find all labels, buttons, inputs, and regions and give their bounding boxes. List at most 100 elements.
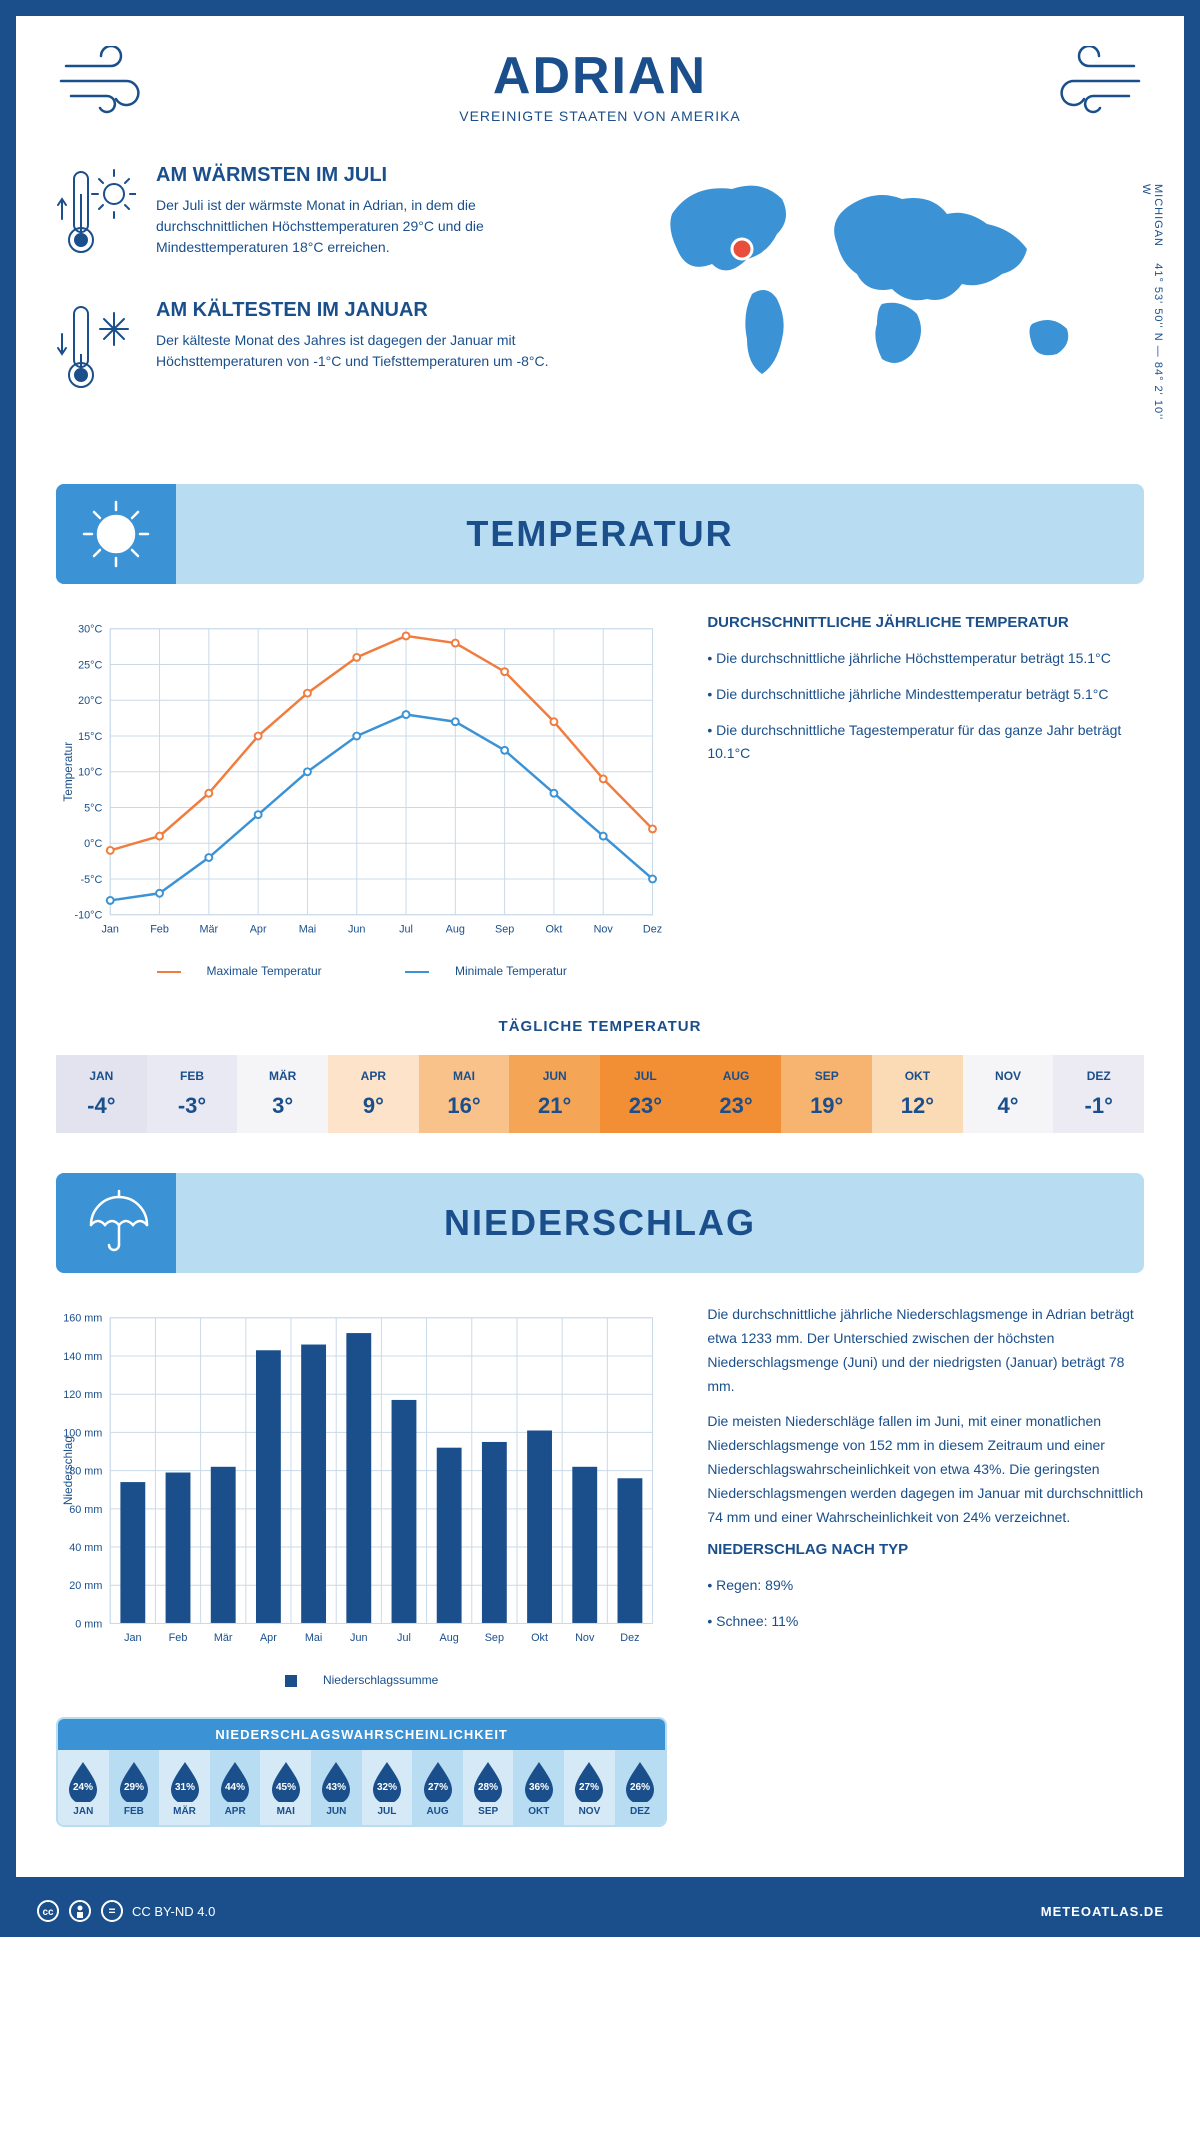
warmest-block: AM WÄRMSTEN IM JULI Der Juli ist der wär… — [56, 164, 580, 269]
prob-cell: 36%OKT — [513, 1750, 564, 1825]
prob-cell: 31%MÄR — [159, 1750, 210, 1825]
svg-text:31%: 31% — [175, 1782, 195, 1793]
precipitation-legend: Niederschlagssumme — [56, 1673, 667, 1687]
page-title: ADRIAN — [36, 46, 1164, 106]
coldest-block: AM KÄLTESTEN IM JANUAR Der kälteste Mona… — [56, 299, 580, 404]
daily-temp-cell: MÄR3° — [237, 1055, 328, 1133]
precipitation-summary: Die durchschnittliche jährliche Niedersc… — [707, 1303, 1144, 1827]
svg-text:Nov: Nov — [594, 923, 614, 935]
footer: cc = CC BY-ND 4.0 METEOATLAS.DE — [16, 1899, 1184, 1923]
svg-text:20 mm: 20 mm — [69, 1580, 102, 1592]
svg-text:160 mm: 160 mm — [63, 1313, 102, 1325]
svg-text:0°C: 0°C — [84, 838, 102, 850]
precipitation-banner: NIEDERSCHLAG — [56, 1173, 1144, 1273]
svg-text:20°C: 20°C — [78, 695, 102, 707]
prob-cell: 43%JUN — [311, 1750, 362, 1825]
svg-text:Sep: Sep — [495, 923, 514, 935]
svg-text:Niederschlag: Niederschlag — [61, 1436, 75, 1505]
svg-text:27%: 27% — [428, 1782, 448, 1793]
temperature-row: -10°C-5°C0°C5°C10°C15°C20°C25°C30°CJanFe… — [16, 614, 1184, 978]
svg-text:Temperatur: Temperatur — [61, 742, 75, 802]
svg-text:28%: 28% — [478, 1782, 498, 1793]
svg-text:Jan: Jan — [124, 1632, 141, 1644]
daily-temp-cell: APR9° — [328, 1055, 419, 1133]
prob-cell: 28%SEP — [463, 1750, 514, 1825]
svg-text:27%: 27% — [579, 1782, 599, 1793]
temperature-chart: -10°C-5°C0°C5°C10°C15°C20°C25°C30°CJanFe… — [56, 614, 667, 978]
precipitation-probability: NIEDERSCHLAGSWAHRSCHEINLICHKEIT 24%JAN 29… — [56, 1717, 667, 1827]
svg-text:-5°C: -5°C — [81, 874, 103, 886]
prob-cell: 27%AUG — [412, 1750, 463, 1825]
prob-cell: 24%JAN — [58, 1750, 109, 1825]
prob-cell: 44%APR — [210, 1750, 261, 1825]
thermometer-hot-icon — [56, 164, 136, 269]
svg-text:Okt: Okt — [546, 923, 563, 935]
svg-text:40 mm: 40 mm — [69, 1542, 102, 1554]
daily-temp-cell: JAN-4° — [56, 1055, 147, 1133]
warmest-text: Der Juli ist der wärmste Monat in Adrian… — [156, 195, 580, 258]
svg-text:cc: cc — [42, 1907, 54, 1918]
svg-text:44%: 44% — [225, 1782, 245, 1793]
brand: METEOATLAS.DE — [1041, 1904, 1164, 1919]
precip-text-1: Die durchschnittliche jährliche Niedersc… — [707, 1303, 1144, 1398]
daily-temp-cell: FEB-3° — [147, 1055, 238, 1133]
svg-text:Mai: Mai — [299, 923, 316, 935]
svg-text:120 mm: 120 mm — [63, 1389, 102, 1401]
daily-temp-row: JAN-4°FEB-3°MÄR3°APR9°MAI16°JUN21°JUL23°… — [56, 1055, 1144, 1133]
svg-text:Mär: Mär — [214, 1632, 233, 1644]
prob-cell: 32%JUL — [362, 1750, 413, 1825]
summary-bullet: Regen: 89% — [707, 1574, 1144, 1598]
temperature-legend: Maximale Temperatur Minimale Temperatur — [56, 964, 667, 978]
page: ADRIAN VEREINIGTE STAATEN VON AMERIKA AM… — [0, 0, 1200, 1937]
thermometer-cold-icon — [56, 299, 136, 404]
svg-text:140 mm: 140 mm — [63, 1351, 102, 1363]
svg-text:Mai: Mai — [305, 1632, 322, 1644]
sun-icon — [56, 484, 176, 584]
svg-text:Apr: Apr — [250, 923, 267, 935]
svg-text:-10°C: -10°C — [75, 910, 103, 922]
svg-text:10°C: 10°C — [78, 767, 102, 779]
intro-section: AM WÄRMSTEN IM JULI Der Juli ist der wär… — [16, 164, 1184, 464]
svg-text:25°C: 25°C — [78, 659, 102, 671]
summary-bullet: Schnee: 11% — [707, 1610, 1144, 1634]
precipitation-chart: 0 mm20 mm40 mm60 mm80 mm100 mm120 mm140 … — [56, 1303, 667, 1827]
svg-text:Nov: Nov — [575, 1632, 595, 1644]
svg-text:Jun: Jun — [348, 923, 365, 935]
prob-title: NIEDERSCHLAGSWAHRSCHEINLICHKEIT — [58, 1719, 665, 1750]
umbrella-icon — [56, 1173, 176, 1273]
svg-text:26%: 26% — [630, 1782, 650, 1793]
intro-left: AM WÄRMSTEN IM JULI Der Juli ist der wär… — [56, 164, 580, 434]
svg-text:Jul: Jul — [397, 1632, 411, 1644]
svg-text:Dez: Dez — [620, 1632, 639, 1644]
temperature-summary: DURCHSCHNITTLICHE JÄHRLICHE TEMPERATUR D… — [707, 614, 1144, 978]
avg-temp-title: DURCHSCHNITTLICHE JÄHRLICHE TEMPERATUR — [707, 614, 1144, 631]
prob-cell: 45%MAI — [260, 1750, 311, 1825]
summary-bullet: Die durchschnittliche jährliche Höchstte… — [707, 647, 1144, 671]
svg-text:Feb: Feb — [150, 923, 169, 935]
prob-cell: 27%NOV — [564, 1750, 615, 1825]
precipitation-row: 0 mm20 mm40 mm60 mm80 mm100 mm120 mm140 … — [16, 1303, 1184, 1877]
svg-text:Apr: Apr — [260, 1632, 277, 1644]
daily-temp-cell: DEZ-1° — [1053, 1055, 1144, 1133]
svg-text:Okt: Okt — [531, 1632, 548, 1644]
world-map: MICHIGAN 41° 53' 50'' N — 84° 2' 10'' W — [620, 164, 1144, 434]
warmest-title: AM WÄRMSTEN IM JULI — [156, 164, 580, 187]
svg-text:43%: 43% — [326, 1782, 346, 1793]
precipitation-title: NIEDERSCHLAG — [444, 1202, 756, 1244]
svg-text:Jan: Jan — [102, 923, 119, 935]
svg-text:Sep: Sep — [485, 1632, 504, 1644]
page-subtitle: VEREINIGTE STAATEN VON AMERIKA — [36, 108, 1164, 124]
temperature-title: TEMPERATUR — [466, 513, 733, 555]
license: cc = CC BY-ND 4.0 — [36, 1899, 215, 1923]
svg-text:0 mm: 0 mm — [75, 1619, 102, 1631]
svg-text:15°C: 15°C — [78, 731, 102, 743]
svg-text:Mär: Mär — [200, 923, 219, 935]
daily-temp-cell: SEP19° — [781, 1055, 872, 1133]
svg-text:29%: 29% — [124, 1782, 144, 1793]
svg-text:45%: 45% — [276, 1782, 296, 1793]
svg-text:30°C: 30°C — [78, 624, 102, 636]
svg-text:Jun: Jun — [350, 1632, 367, 1644]
summary-bullet: Die durchschnittliche jährliche Mindestt… — [707, 683, 1144, 707]
header: ADRIAN VEREINIGTE STAATEN VON AMERIKA — [16, 16, 1184, 164]
precip-text-2: Die meisten Niederschläge fallen im Juni… — [707, 1410, 1144, 1529]
